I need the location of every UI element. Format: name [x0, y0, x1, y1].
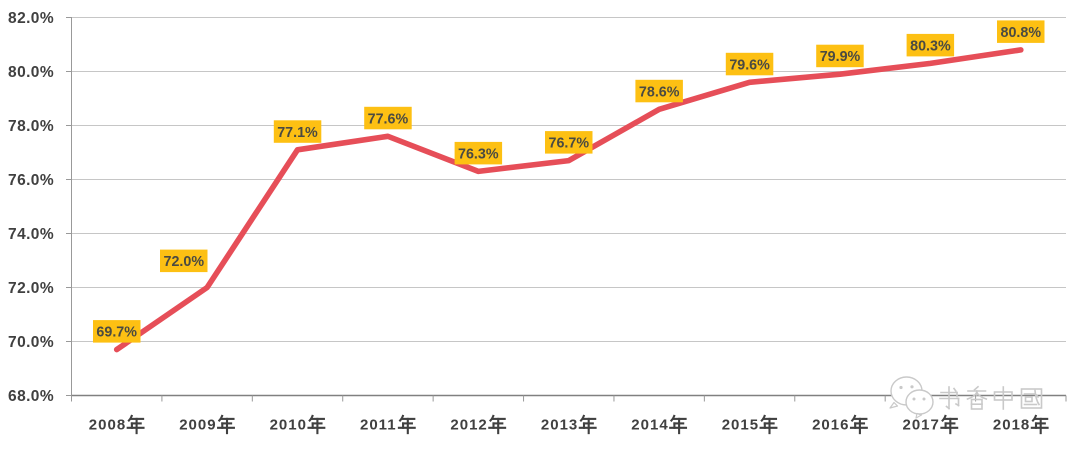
svg-text:76.3%: 76.3%: [458, 146, 499, 162]
svg-text:70.0%: 70.0%: [8, 334, 54, 351]
svg-text:80.8%: 80.8%: [1001, 25, 1042, 41]
svg-text:72.0%: 72.0%: [164, 254, 205, 270]
svg-text:76.7%: 76.7%: [549, 136, 590, 152]
svg-text:2018: 2018: [993, 417, 1030, 434]
svg-text:77.1%: 77.1%: [277, 125, 318, 141]
svg-text:79.6%: 79.6%: [729, 57, 770, 73]
svg-text:68.0%: 68.0%: [8, 388, 54, 405]
svg-text:2014: 2014: [631, 417, 668, 434]
svg-text:2012: 2012: [450, 417, 487, 434]
svg-text:80.3%: 80.3%: [910, 38, 951, 54]
svg-text:2015: 2015: [722, 417, 759, 434]
svg-text:79.9%: 79.9%: [820, 49, 861, 65]
svg-text:82.0%: 82.0%: [8, 10, 54, 27]
svg-text:2013: 2013: [541, 417, 578, 434]
svg-text:2017: 2017: [903, 417, 940, 434]
svg-text:2008: 2008: [89, 417, 126, 434]
svg-text:80.0%: 80.0%: [8, 64, 54, 81]
svg-text:69.7%: 69.7%: [96, 325, 137, 341]
svg-text:78.0%: 78.0%: [8, 118, 54, 135]
svg-text:2016: 2016: [812, 417, 849, 434]
svg-text:2009: 2009: [179, 417, 216, 434]
svg-text:2011: 2011: [360, 417, 397, 434]
svg-text:76.0%: 76.0%: [8, 172, 54, 189]
svg-text:72.0%: 72.0%: [8, 280, 54, 297]
svg-text:77.6%: 77.6%: [368, 111, 409, 127]
svg-text:78.6%: 78.6%: [639, 84, 680, 100]
svg-text:74.0%: 74.0%: [8, 226, 54, 243]
svg-text:2010: 2010: [270, 417, 307, 434]
